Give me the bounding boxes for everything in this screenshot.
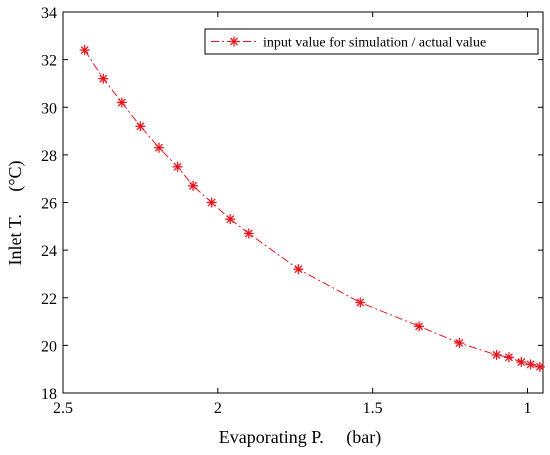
plot-area — [62, 11, 544, 394]
data-point — [188, 180, 199, 191]
data-point — [414, 321, 425, 332]
data-point — [491, 349, 502, 360]
y-tick-label: 24 — [41, 243, 57, 260]
data-point — [243, 228, 254, 239]
data-point — [79, 45, 90, 56]
data-point — [135, 121, 146, 132]
axis-ticks: 2.5 2 1.5 1 18 20 22 24 26 28 30 32 34 — [41, 5, 543, 417]
data-point — [225, 214, 236, 225]
data-point — [206, 197, 217, 208]
x-tick-label: 2.5 — [53, 400, 73, 417]
y-tick-label: 28 — [41, 148, 57, 165]
data-point — [516, 357, 527, 368]
data-point — [503, 352, 514, 363]
data-point — [355, 297, 366, 308]
plot-frame — [62, 11, 544, 394]
legend-marker — [229, 36, 239, 47]
data-point — [154, 142, 164, 153]
legend: input value for simulation / actual valu… — [204, 28, 539, 55]
x-axis-label: Evaporating P. (bar) — [219, 427, 381, 448]
x-tick-label: 2 — [214, 400, 222, 417]
y-tick-label: 26 — [41, 196, 57, 213]
y-tick-label: 22 — [41, 291, 57, 308]
data-point — [293, 264, 304, 275]
x-tick-label: 1 — [524, 400, 532, 417]
legend-box — [204, 28, 539, 55]
legend-label: input value for simulation / actual valu… — [263, 36, 486, 51]
data-point — [98, 73, 109, 84]
y-tick-label: 34 — [41, 5, 57, 22]
data-series — [79, 45, 545, 372]
x-tick-label: 1.5 — [363, 400, 383, 417]
data-point — [534, 361, 545, 372]
y-tick-label: 20 — [41, 338, 57, 355]
y-tick-label: 32 — [41, 53, 57, 70]
y-tick-label: 18 — [41, 386, 57, 403]
data-point — [172, 161, 183, 172]
data-point — [454, 337, 465, 348]
y-axis-label: Inlet T. (°C) — [5, 160, 26, 265]
data-point — [116, 97, 127, 108]
data-point — [525, 359, 536, 370]
y-tick-label: 30 — [41, 100, 57, 117]
